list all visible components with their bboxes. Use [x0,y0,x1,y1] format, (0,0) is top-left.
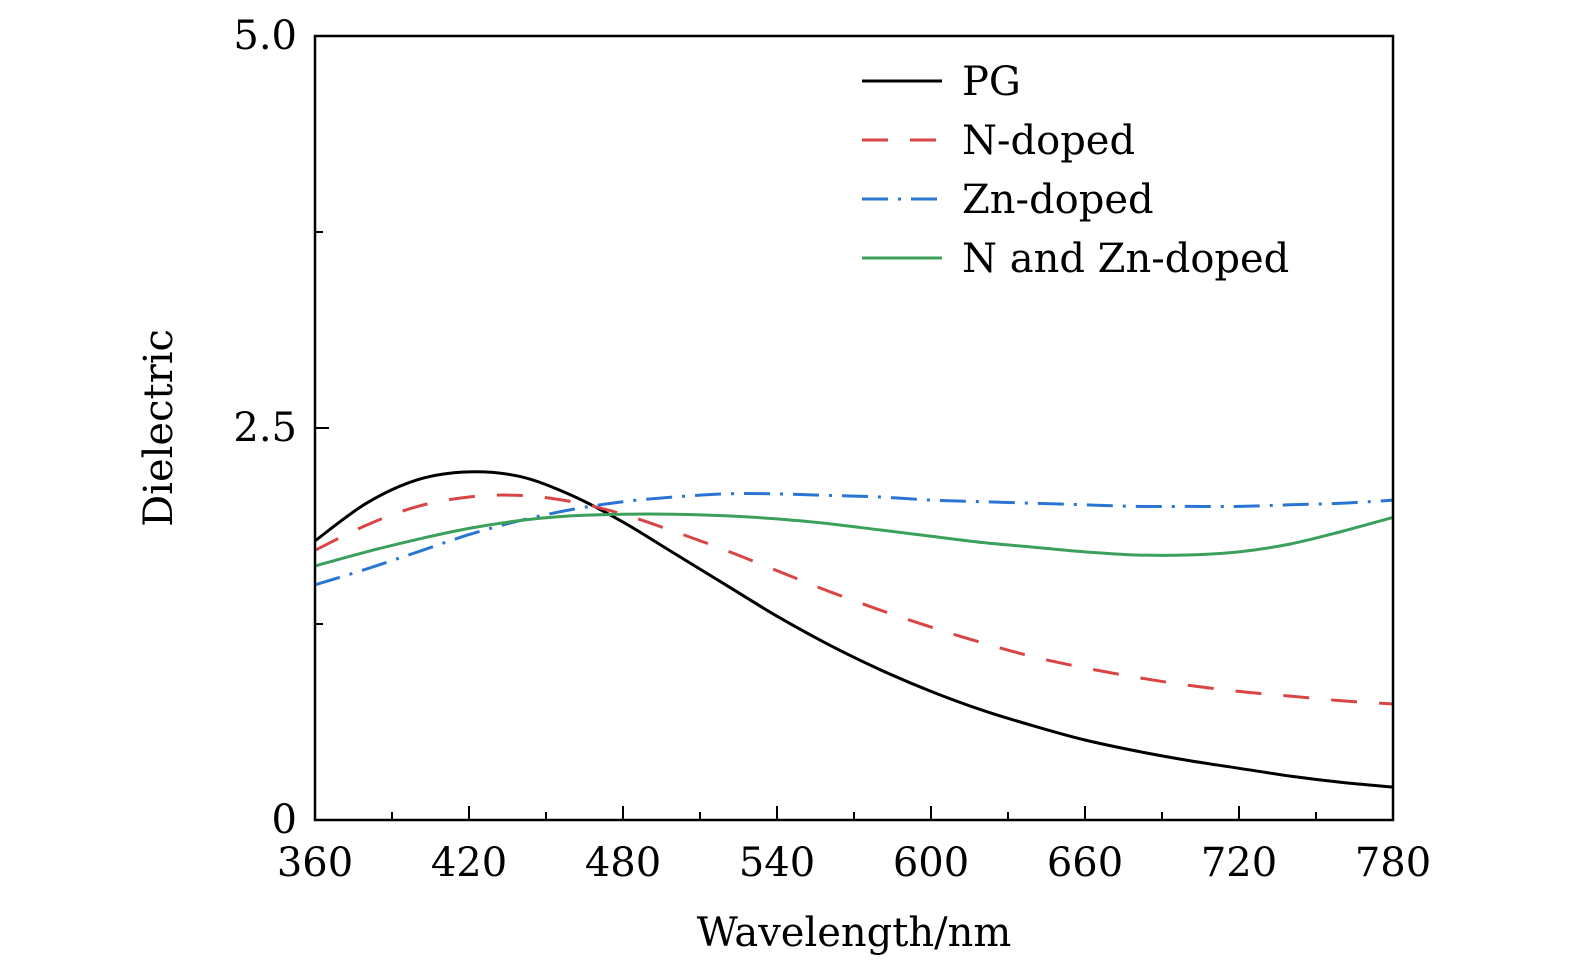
tick-labels-layer: 360 420 480 540 600 660 720 780 0 2.5 5.0 [233,13,1431,886]
series-line-zn-doped [314,492,1394,587]
legend: PG N-doped Zn-doped N and Zn-doped [862,59,1289,282]
series-line-n-and-zn-doped [314,512,1394,568]
legend-label-n-and-zn-doped: N and Zn-doped [962,236,1289,282]
x-tick-label: 780 [1355,840,1431,886]
series-layer [314,470,1394,789]
x-tick-label: 660 [1047,840,1123,886]
y-tick-label: 2.5 [233,405,297,451]
legend-label-n-doped: N-doped [962,118,1135,164]
legend-label-pg: PG [962,59,1021,105]
plot-frame [313,34,1395,822]
x-tick-label: 360 [277,840,353,886]
x-tick-label: 720 [1201,840,1277,886]
x-tick-label: 540 [739,840,815,886]
y-tick-label: 5.0 [233,13,297,59]
series-line-n-doped [314,493,1394,706]
ticks-layer [314,35,1394,821]
x-axis-title: Wavelength/nm [697,910,1012,956]
y-axis-title: Dielectric [136,329,182,527]
x-tick-label: 600 [893,840,969,886]
x-tick-label: 420 [431,840,507,886]
legend-label-zn-doped: Zn-doped [962,177,1154,223]
x-tick-label: 480 [585,840,661,886]
series-line-pg [314,470,1394,789]
y-tick-label: 0 [272,797,297,843]
